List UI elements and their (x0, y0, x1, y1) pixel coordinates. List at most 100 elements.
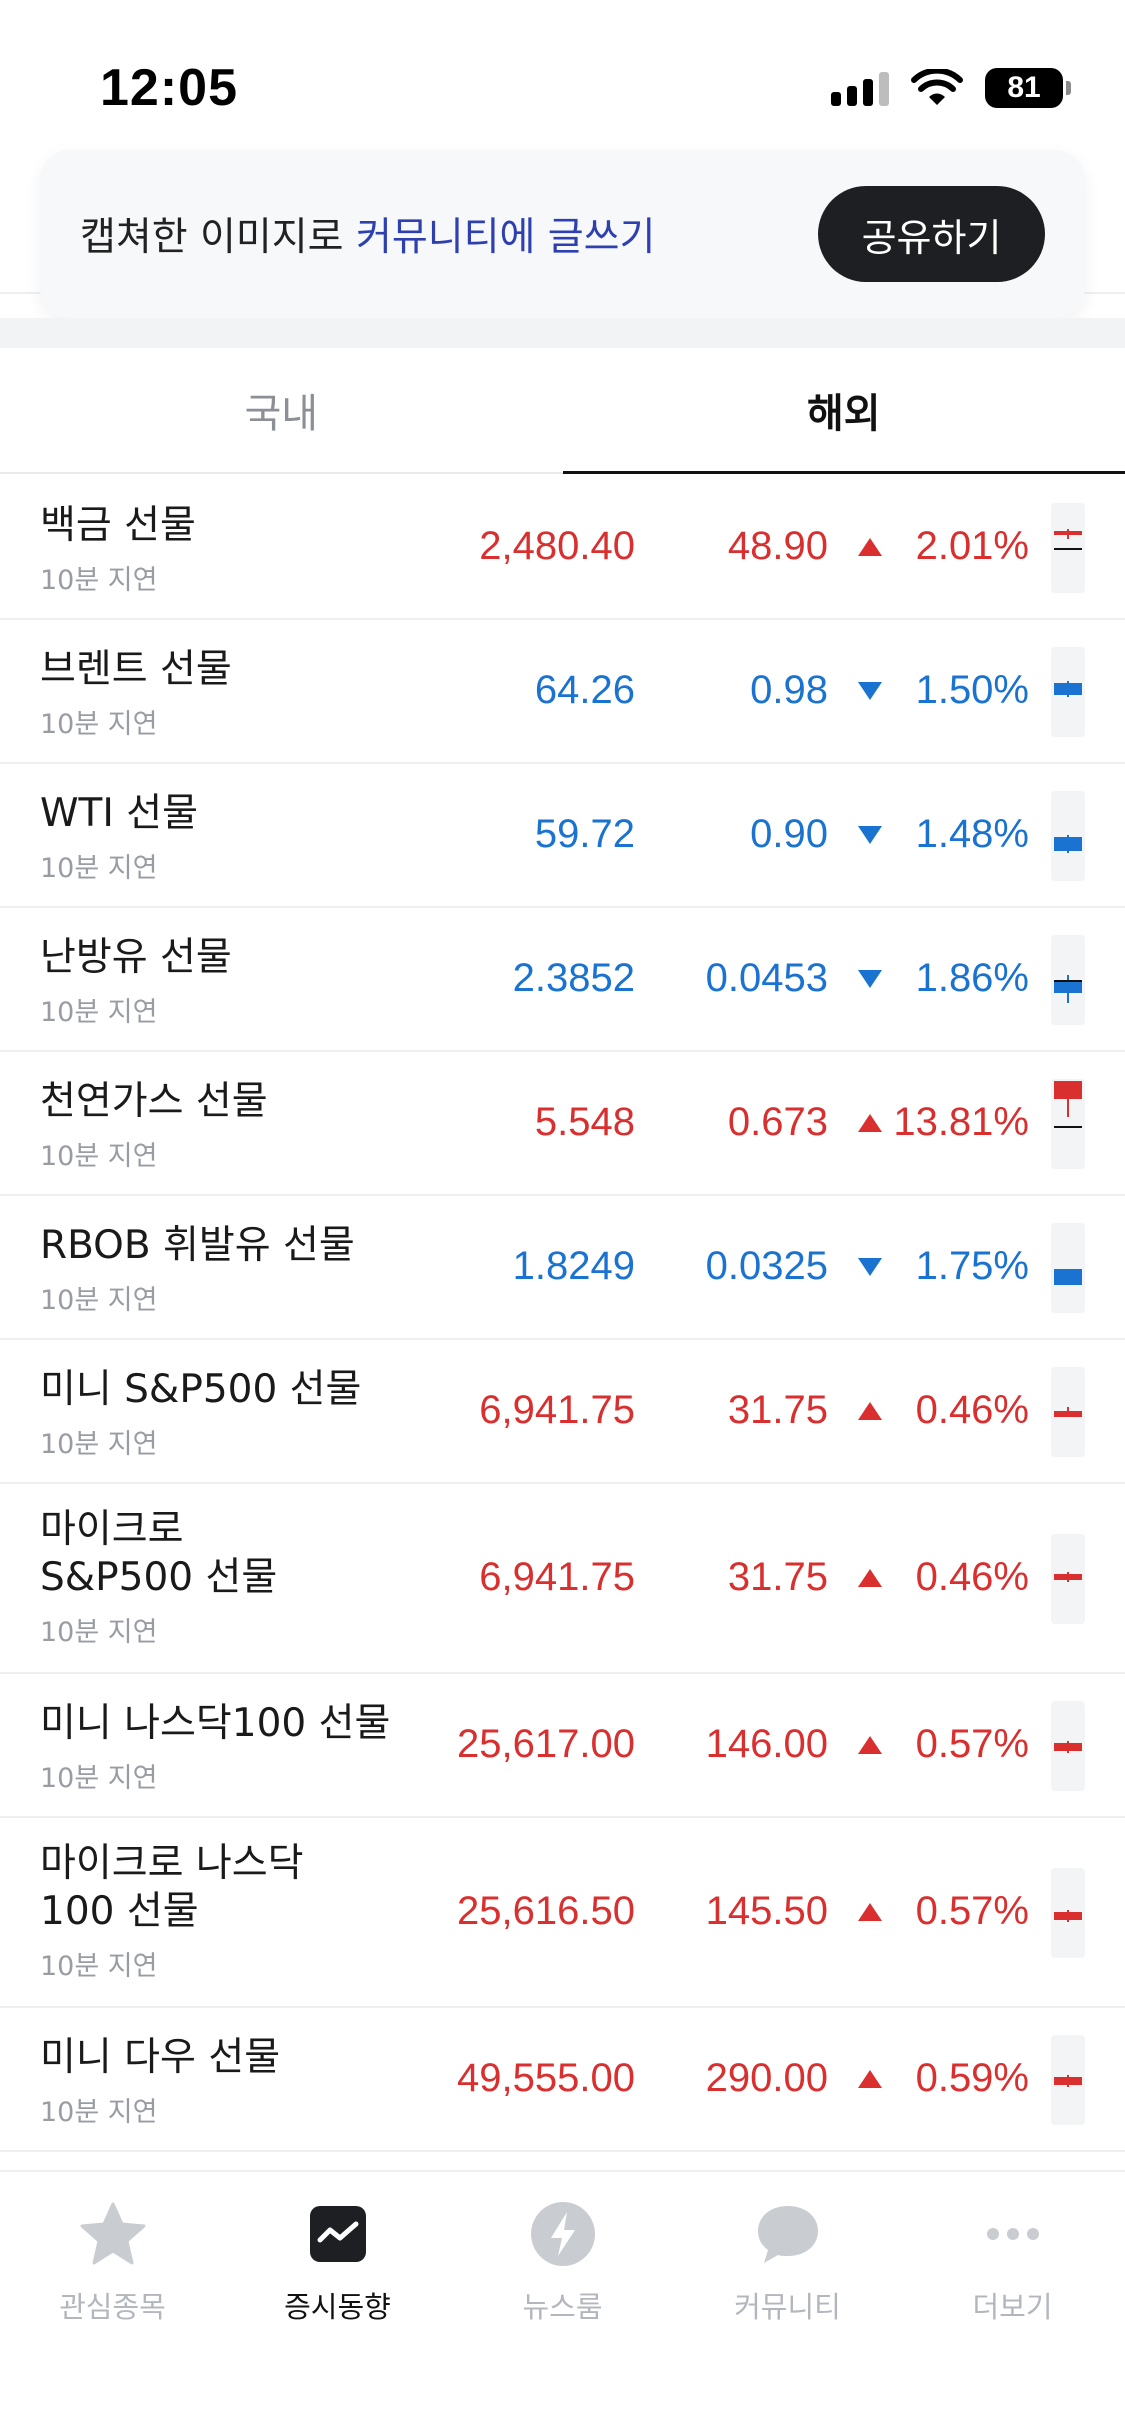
item-name-block: 미니 S&P500 선물 10분 지연 (40, 1366, 361, 1461)
triangle-up-icon (858, 1402, 882, 1420)
bottom-nav: 관심종목 증시동향 뉴스룸 커뮤니티 더보기 (0, 2170, 1125, 2436)
nav-more[interactable]: 더보기 (900, 2200, 1125, 2326)
list-item[interactable]: 미니 S&P500 선물 10분 지연 6,941.75 31.75 0.46% (0, 1340, 1125, 1484)
item-name-block: WTI 선물 10분 지연 (40, 790, 198, 885)
item-price: 64.26 (534, 668, 635, 712)
item-name: 브렌트 선물 (40, 647, 232, 692)
triangle-down-icon (858, 1258, 882, 1276)
item-change-percent: 1.86% (915, 956, 1029, 1000)
status-icons: 81 (831, 66, 1071, 110)
share-text-prefix: 캡쳐한 이미지로 (80, 215, 356, 260)
item-name: 백금 선물 (40, 503, 196, 548)
item-change: 145.50 (705, 1889, 828, 1933)
mini-candle-chart (1051, 1701, 1085, 1791)
item-name: 천연가스 선물 (40, 1079, 268, 1124)
item-name: 마이크로 (40, 1507, 184, 1552)
wifi-icon (911, 69, 963, 105)
item-delay-label: 10분 지연 (40, 1429, 158, 1460)
candle-icon (1054, 1081, 1082, 1128)
candle-icon (1054, 1269, 1082, 1285)
triangle-down-icon (858, 682, 882, 700)
candle-icon (1054, 975, 1082, 1003)
item-name: 미니 S&P500 선물 (40, 1367, 362, 1412)
item-change: 0.0453 (705, 956, 828, 1000)
mini-candle-chart (1051, 2035, 1085, 2125)
triangle-up-icon (858, 2070, 882, 2088)
triangle-up-icon (858, 1903, 882, 1921)
tab-domestic[interactable]: 국내 (244, 391, 319, 437)
item-name: 마이크로 나스닥 (40, 1841, 304, 1886)
item-change: 290.00 (705, 2056, 828, 2100)
list-item[interactable]: 미니 나스닥100 선물 10분 지연 25,617.00 146.00 0.57% (0, 1674, 1125, 1818)
candle-icon (1054, 2075, 1082, 2087)
community-write-link[interactable]: 커뮤니티에 글쓰기 (355, 215, 656, 260)
triangle-down-icon (858, 970, 882, 988)
item-price: 49,555.00 (457, 2056, 635, 2100)
cellular-signal-icon (831, 70, 889, 106)
star-icon (80, 2202, 145, 2265)
mini-candle-chart (1051, 1534, 1085, 1624)
list-item[interactable]: 마이크로 S&P500 선물 10분 지연 6,941.75 31.75 0.46% (0, 1484, 1125, 1674)
item-change: 0.0325 (705, 1244, 828, 1288)
section-separator (0, 318, 1125, 348)
item-name-block: 마이크로 나스닥 100 선물 10분 지연 (40, 1840, 304, 1983)
list-item[interactable]: 천연가스 선물 10분 지연 5.548 0.673 13.81% (0, 1052, 1125, 1196)
tab-overseas[interactable]: 해외 (562, 348, 1125, 474)
mini-candle-chart (1051, 935, 1085, 1025)
item-change-percent: 0.59% (915, 2056, 1029, 2100)
item-change: 48.90 (727, 524, 828, 568)
item-change: 0.673 (727, 1100, 828, 1144)
item-delay-label: 10분 지연 (40, 1951, 158, 1982)
battery-icon: 81 (985, 68, 1071, 108)
item-change-percent: 0.46% (915, 1388, 1029, 1432)
item-change-percent: 2.01% (915, 524, 1029, 568)
nav-community[interactable]: 커뮤니티 (675, 2200, 900, 2326)
nav-label: 더보기 (972, 2290, 1053, 2324)
item-price: 5.548 (534, 1100, 635, 1144)
item-price: 6,941.75 (479, 1555, 635, 1599)
nav-label: 뉴스룸 (522, 2290, 603, 2324)
item-change-percent: 1.75% (915, 1244, 1029, 1288)
item-change: 31.75 (727, 1388, 828, 1432)
nav-market[interactable]: 증시동향 (225, 2200, 450, 2326)
chat-bubble-icon (757, 2206, 818, 2263)
item-name-block: 난방유 선물 10분 지연 (40, 934, 232, 1029)
list-item[interactable]: WTI 선물 10분 지연 59.72 0.90 1.48% (0, 764, 1125, 908)
nav-watchlist[interactable]: 관심종목 (0, 2200, 225, 2326)
item-price: 25,617.00 (457, 1722, 635, 1766)
market-chart-icon (309, 2206, 366, 2262)
item-name-block: 미니 나스닥100 선물 10분 지연 (40, 1700, 390, 1795)
item-change-percent: 13.81% (893, 1100, 1029, 1144)
item-price: 1.8249 (512, 1244, 635, 1288)
more-dots-icon (986, 2228, 1039, 2240)
list-item[interactable]: 브렌트 선물 10분 지연 64.26 0.98 1.50% (0, 620, 1125, 764)
triangle-up-icon (858, 1736, 882, 1754)
item-change-percent: 0.57% (915, 1889, 1029, 1933)
share-button[interactable]: 공유하기 (818, 186, 1045, 282)
item-delay-label: 10분 지연 (40, 853, 158, 884)
list-item[interactable]: 마이크로 나스닥 100 선물 10분 지연 25,616.50 145.50 0.57% (0, 1818, 1125, 2008)
candle-icon (1054, 1407, 1082, 1417)
item-name-block: RBOB 휘발유 선물 10분 지연 (40, 1222, 355, 1317)
item-name: WTI 선물 (40, 791, 199, 836)
item-price: 59.72 (534, 812, 635, 856)
nav-newsroom[interactable]: 뉴스룸 (450, 2200, 675, 2326)
item-name-line2: S&P500 선물 (40, 1555, 278, 1600)
item-delay-label: 10분 지연 (40, 565, 158, 596)
item-price: 2,480.40 (479, 524, 635, 568)
mini-candle-chart (1051, 1868, 1085, 1958)
nav-label: 증시동향 (284, 2290, 391, 2324)
item-name: 미니 나스닥100 선물 (40, 1701, 391, 1746)
item-name-block: 브렌트 선물 10분 지연 (40, 646, 232, 741)
candle-icon (1054, 835, 1082, 853)
list-item[interactable]: 백금 선물 10분 지연 2,480.40 48.90 2.01% (0, 476, 1125, 620)
item-delay-label: 10분 지연 (40, 1141, 158, 1172)
list-item[interactable]: RBOB 휘발유 선물 10분 지연 1.8249 0.0325 1.75% (0, 1196, 1125, 1340)
mini-candle-chart (1051, 503, 1085, 593)
item-change: 0.98 (750, 668, 828, 712)
list-item[interactable]: 난방유 선물 10분 지연 2.3852 0.0453 1.86% (0, 908, 1125, 1052)
triangle-up-icon (858, 1114, 882, 1132)
list-item[interactable]: 미니 다우 선물 10분 지연 49,555.00 290.00 0.59% (0, 2008, 1125, 2152)
triangle-down-icon (858, 826, 882, 844)
mini-candle-chart (1051, 791, 1085, 881)
